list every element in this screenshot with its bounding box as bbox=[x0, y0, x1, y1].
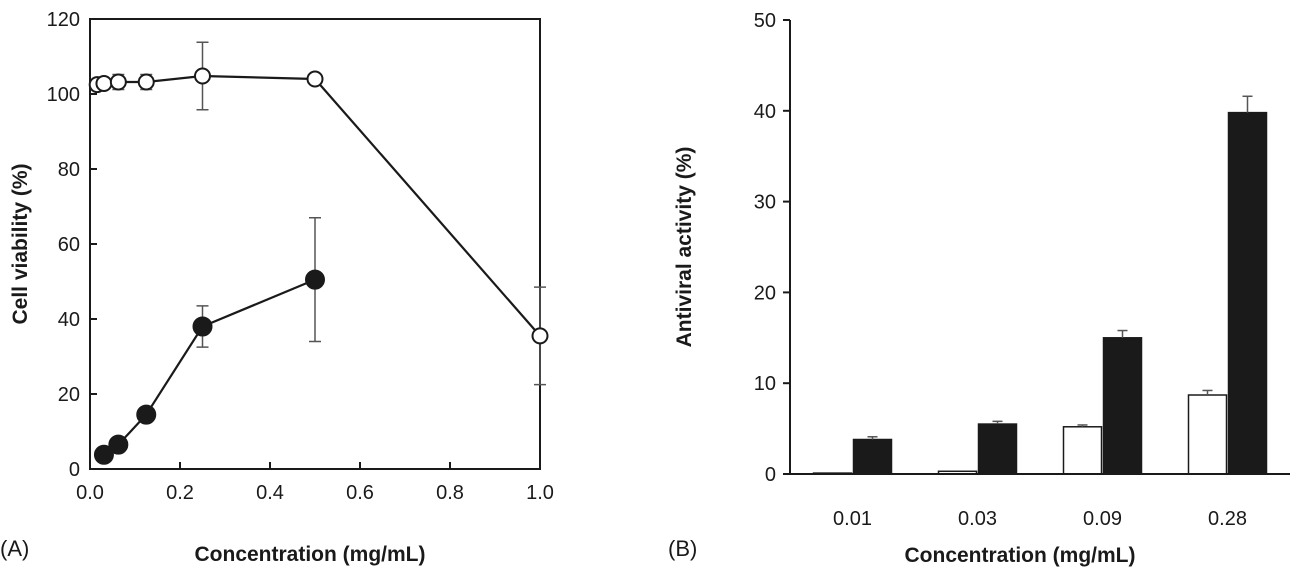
panel-a-y-tick-label: 60 bbox=[58, 234, 80, 256]
panel-b-y-tick-label: 40 bbox=[754, 101, 776, 123]
panel-a-open-point bbox=[95, 75, 113, 92]
panel-a-y-tick-label: 0 bbox=[69, 459, 80, 481]
panel-a-x-tick-label: 0.6 bbox=[346, 482, 374, 504]
panel-a-filled-point bbox=[93, 444, 114, 465]
panel-b-x-tick-label: 0.01 bbox=[833, 508, 872, 530]
panel-a-x-tick-label: 1.0 bbox=[526, 482, 554, 504]
panel-b-y-tick-label: 10 bbox=[754, 373, 776, 395]
panel-a-filled-point bbox=[192, 316, 213, 337]
panel-b-y-axis-label: Antiviral activity (%) bbox=[673, 147, 696, 348]
panel-a-filled-series-line bbox=[103, 278, 316, 456]
panel-b-y-tick-label: 0 bbox=[765, 464, 776, 486]
panel-a-chart: 0 20 40 60 80 100 120 0.0 0.2 0.4 0.6 0.8 1.0 Cell v… bbox=[0, 9, 554, 566]
panel-a-y-tick-label: 120 bbox=[47, 9, 80, 31]
panel-a-x-tick-label: 0.4 bbox=[256, 482, 284, 504]
panel-a-x-tick-label: 0.0 bbox=[76, 482, 104, 504]
panel-a-x-axis-label: Concentration (mg/mL) bbox=[195, 543, 426, 566]
panel-a-y-axis-label: Cell viability (%) bbox=[9, 163, 32, 324]
panel-b-filled-bar bbox=[852, 438, 893, 475]
panel-b-y-tick-label: 20 bbox=[754, 282, 776, 304]
panel-a-y-tick-label: 40 bbox=[58, 309, 80, 331]
panel-a-open-point bbox=[306, 70, 324, 88]
panel-a-open-point bbox=[109, 73, 127, 91]
panel-b-x-tick-label: 0.03 bbox=[958, 508, 997, 530]
panel-b-filled-bar bbox=[977, 423, 1018, 475]
panel-a-y-tick-label: 80 bbox=[58, 159, 80, 181]
panel-a-filled-point bbox=[305, 269, 325, 290]
panel-b-chart: 0 10 20 30 40 50 0.01 0.03 0.09 0.28 Antiviral ac… bbox=[668, 10, 1290, 567]
panel-a-open-point bbox=[194, 67, 211, 85]
panel-b-x-tick-label: 0.09 bbox=[1083, 508, 1122, 530]
panel-b-open-bar bbox=[1062, 426, 1103, 475]
panel-a-y-tick-label: 100 bbox=[47, 84, 80, 106]
panel-a-open-series-line bbox=[97, 74, 541, 337]
panel-a-open-point bbox=[137, 73, 155, 91]
panel-a-open-point bbox=[531, 327, 549, 345]
panel-b-label: (B) bbox=[668, 536, 697, 561]
panel-a-filled-point bbox=[136, 404, 157, 425]
panel-b-filled-bar bbox=[1102, 337, 1143, 475]
panel-a-filled-point bbox=[108, 434, 129, 455]
panel-b-x-tick-label: 0.28 bbox=[1208, 508, 1247, 530]
panel-b-open-bar bbox=[1187, 394, 1228, 475]
panel-a-label: (A) bbox=[0, 536, 29, 561]
panel-a-x-tick-label: 0.2 bbox=[166, 482, 194, 504]
panel-b-x-axis-label: Concentration (mg/mL) bbox=[905, 544, 1136, 567]
panel-a-y-tick-label: 20 bbox=[58, 384, 80, 406]
panel-b-y-tick-label: 30 bbox=[754, 192, 776, 214]
panel-b-y-tick-label: 50 bbox=[754, 10, 776, 32]
panel-b-filled-bar bbox=[1227, 111, 1268, 475]
panel-a-x-tick-label: 0.8 bbox=[436, 482, 464, 504]
